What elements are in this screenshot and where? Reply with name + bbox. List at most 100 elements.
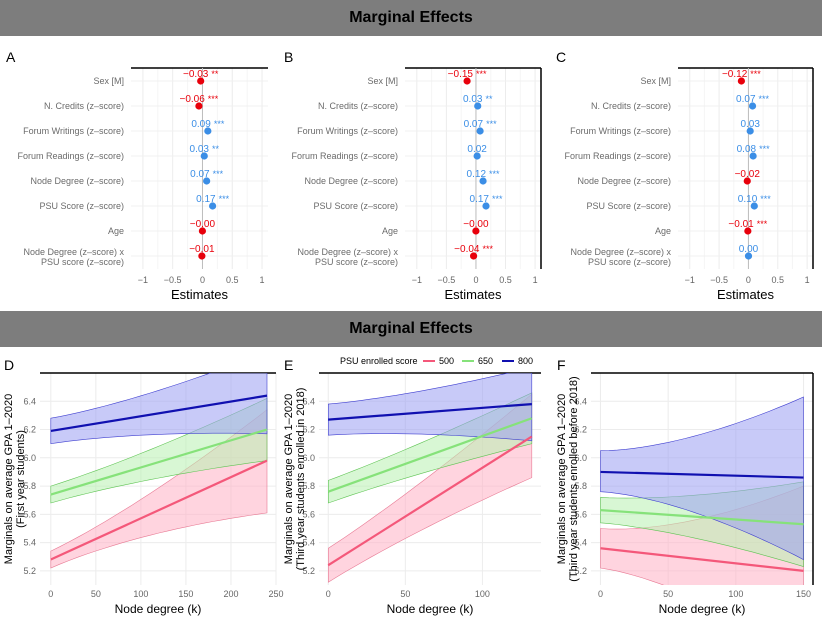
- panel-c-letter: C: [556, 49, 566, 65]
- panel-f-series-line-800: [600, 470, 804, 479]
- panel-f-ylabel: (Third year students enrolled before 201…: [568, 376, 580, 581]
- panel-e-ytick-label: 5.4: [302, 538, 315, 548]
- panel-c-row-label: PSU Score (z–score): [586, 201, 671, 211]
- panel-d-plot-area: [50, 373, 268, 569]
- panel-a-xtick-label: −1: [138, 275, 148, 285]
- panel-b-row-label: Sex [M]: [367, 76, 398, 86]
- panel-d-ytick-label: 6.0: [23, 453, 36, 463]
- panel-e-plot-area: [327, 373, 533, 583]
- panel-b-significance-stars: ***: [489, 169, 500, 179]
- panel-d-ytick-label: 5.2: [23, 566, 36, 576]
- panel-f-ytick-label: 5.6: [574, 509, 587, 519]
- panel-c-xtick-label: −0.5: [710, 275, 728, 285]
- panel-a-significance-stars: **: [212, 144, 220, 154]
- panel-b-row-label: PSU Score (z–score): [313, 201, 398, 211]
- panel-f-series-line-650: [600, 508, 804, 526]
- panel-a-estimate-label: 0.03 **: [190, 144, 220, 155]
- panel-b-estimate-label: −0.00: [463, 219, 489, 230]
- panel-d-letter: D: [4, 357, 14, 373]
- panel-b-estimate-label: 0.17 ***: [470, 194, 503, 205]
- panel-c-xtick-label: −1: [685, 275, 695, 285]
- panel-c-estimate-point: [743, 177, 751, 185]
- panel-c-estimate-point: [744, 252, 753, 260]
- panel-c-estimate-label: −0.12 ***: [722, 69, 761, 80]
- panel-d-ytick-label: 6.4: [23, 396, 36, 406]
- panel-d-xtick-label: 100: [133, 589, 148, 599]
- panel-c-row-label: Node Degree (z–score) x: [570, 247, 671, 257]
- panel-e-ytick-label: 6.2: [302, 425, 315, 435]
- panel-b-row-label: Forum Readings (z–score): [291, 151, 398, 161]
- panel-d-ytick-label: 5.8: [23, 481, 36, 491]
- panel-e-ytick-label: 6.0: [302, 453, 315, 463]
- panel-d-ylabel: Marginals on average GPA 1–2020: [3, 394, 15, 564]
- panel-c-row-label: Forum Readings (z–score): [564, 151, 671, 161]
- panel-b-estimate-point: [482, 202, 490, 210]
- panel-c-row-label: Sex [M]: [640, 76, 671, 86]
- panel-b-estimate-label: 0.07 ***: [464, 119, 497, 130]
- panel-d-ylabel: (First year students): [15, 430, 27, 528]
- panel-c-significance-stars: ***: [759, 94, 770, 104]
- panel-a-xtick-label: 0: [200, 275, 205, 285]
- panel-b-estimate-point: [479, 177, 487, 185]
- panel-b-estimate-label: 0.12 ***: [467, 169, 500, 180]
- panel-f-plot-area: [600, 396, 804, 585]
- panel-d-xtick-label: 250: [268, 589, 283, 599]
- panel-c-xlabel: Estimates: [717, 287, 775, 302]
- panel-b-estimate-label: −0.04 ***: [454, 244, 493, 255]
- panel-b-estimate-point: [472, 227, 480, 235]
- panel-d-xtick-label: 200: [223, 589, 238, 599]
- panel-f-ylabel: Marginals on average GPA 1–2020: [556, 394, 568, 564]
- panel-a-xtick-label: 0.5: [226, 275, 239, 285]
- panel-c-significance-stars: ***: [760, 194, 771, 204]
- panel-d-xtick-label: 150: [178, 589, 193, 599]
- panel-b-row-label: Forum Writings (z–score): [297, 126, 398, 136]
- panel-f-letter: F: [557, 357, 566, 373]
- panel-b-xtick-label: −1: [412, 275, 422, 285]
- panel-c-estimate-label: 0.07 ***: [736, 94, 769, 105]
- panel-f-xtick-label: 100: [728, 589, 743, 599]
- panel-b-xlabel: Estimates: [444, 287, 502, 302]
- panel-a-estimate-point: [195, 102, 203, 110]
- panel-e-ytick-label: 5.2: [302, 566, 315, 576]
- panel-c-estimate-label: 0.00: [739, 244, 759, 255]
- panel-c-row-label: N. Credits (z–score): [591, 101, 671, 111]
- panel-c-significance-stars: ***: [759, 144, 770, 154]
- panel-a-estimate-label: 0.09 ***: [191, 119, 224, 130]
- panel-a-significance-stars: ***: [219, 194, 230, 204]
- panel-c-estimate-label: −0.02: [735, 169, 761, 180]
- panel-f-xtick-label: 0: [598, 589, 603, 599]
- panel-a-estimate-point: [200, 152, 208, 160]
- panel-d-ytick-label: 5.4: [23, 538, 36, 548]
- panel-a-xlabel: Estimates: [171, 287, 229, 302]
- panel-b-estimate-label: 0.03 **: [463, 94, 493, 105]
- panel-d-ci-band-800: [50, 373, 268, 445]
- panel-f-ytick-label: 6.0: [574, 453, 587, 463]
- panel-e-xtick-label: 0: [326, 589, 331, 599]
- panel-a-estimate-label: −0.06 ***: [179, 94, 218, 105]
- panel-d-ytick-label: 6.2: [23, 425, 36, 435]
- panel-e-series-line-800: [328, 402, 532, 421]
- panel-d-series-line-500: [50, 459, 268, 561]
- panel-f-ytick-label: 6.4: [574, 396, 587, 406]
- panel-a-row-label: Node Degree (z–score) x: [23, 247, 124, 257]
- panel-e-ytick-label: 5.8: [302, 481, 315, 491]
- panel-b-row-label: Node Degree (z–score): [304, 176, 398, 186]
- panel-d-series-line-650: [50, 428, 268, 496]
- panel-c-estimate-label: 0.03: [740, 119, 760, 130]
- panel-b-significance-stars: **: [485, 94, 493, 104]
- banner-top: Marginal Effects: [0, 0, 822, 36]
- panel-a-row-label: Forum Readings (z–score): [17, 151, 124, 161]
- panel-e-ylabel: Marginals on average GPA 1–2020: [283, 394, 295, 564]
- panel-b-xtick-label: 0: [473, 275, 478, 285]
- panel-e-xlabel: Node degree (k): [387, 602, 474, 616]
- panel-b-estimate-point: [463, 77, 471, 85]
- panel-c-estimate-label: −0.01 ***: [728, 219, 767, 230]
- panel-b-significance-stars: ***: [492, 194, 503, 204]
- panel-c-row-label: Node Degree (z–score): [577, 176, 671, 186]
- panel-a-significance-stars: ***: [213, 169, 224, 179]
- panel-a-estimate-point: [204, 127, 212, 135]
- panel-b-xtick-label: 0.5: [499, 275, 512, 285]
- panel-b-significance-stars: ***: [476, 69, 487, 79]
- panel-c-significance-stars: ***: [757, 219, 768, 229]
- legend-entry-650: 650: [478, 356, 493, 366]
